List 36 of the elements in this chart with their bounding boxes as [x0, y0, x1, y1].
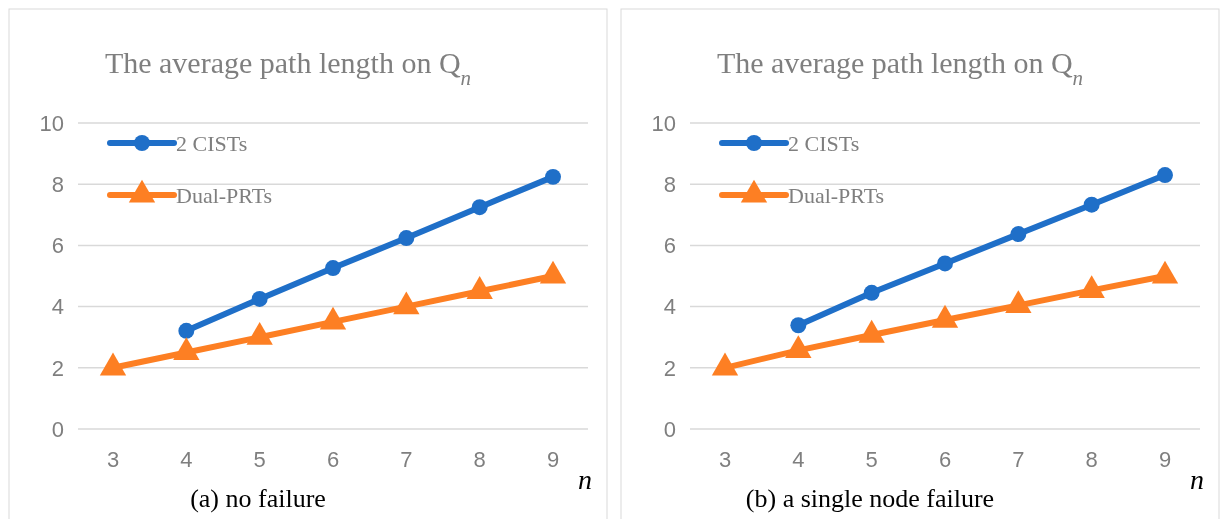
chart-title: The average path length on Q$_{n}$ [104, 46, 472, 90]
x-axis-title: n [1190, 464, 1204, 495]
x-tick-label: 3 [106, 447, 120, 472]
legend-label: 2 CISTs [176, 130, 248, 156]
chart-title: The average path length on Q$_{n}$ [716, 46, 1084, 90]
x-tick-label: 7 [1012, 447, 1025, 472]
legend-label: 2 CISTs [788, 130, 860, 156]
x-tick-label: 7 [400, 447, 413, 472]
legend-label: Dual-PRTs [176, 182, 273, 208]
text: (b) a single node failure [745, 484, 995, 513]
y-tick-label: 0 [663, 416, 676, 442]
x-tick-label: 4 [180, 447, 193, 472]
y-tick-label: 0 [51, 416, 64, 442]
x-tick-label: 3 [718, 447, 732, 472]
y-tick-label: 2 [663, 355, 676, 381]
y-tick-label: 10 [651, 110, 676, 136]
text: (a) no failure [190, 484, 326, 513]
y-tick-label: 10 [39, 110, 64, 136]
y-tick-label: 6 [51, 233, 64, 259]
x-axis-title: n [578, 464, 592, 495]
y-tick-label: 4 [51, 294, 64, 320]
x-tick-label: 4 [792, 447, 805, 472]
x-tick-label: 8 [1085, 447, 1098, 472]
y-tick-label: 8 [663, 171, 676, 197]
x-tick-label: 9 [1158, 447, 1172, 472]
y-tick-label: 6 [663, 233, 676, 259]
x-tick-label: 6 [938, 447, 952, 472]
x-tick-label: 9 [546, 447, 560, 472]
x-tick-label: 5 [253, 447, 266, 472]
y-tick-label: 4 [663, 294, 676, 320]
x-tick-label: 5 [865, 447, 878, 472]
x-tick-label: 8 [473, 447, 486, 472]
x-tick-label: 6 [326, 447, 340, 472]
y-tick-label: 8 [51, 171, 64, 197]
y-tick-label: 2 [51, 355, 64, 381]
legend-label: Dual-PRTs [788, 182, 885, 208]
